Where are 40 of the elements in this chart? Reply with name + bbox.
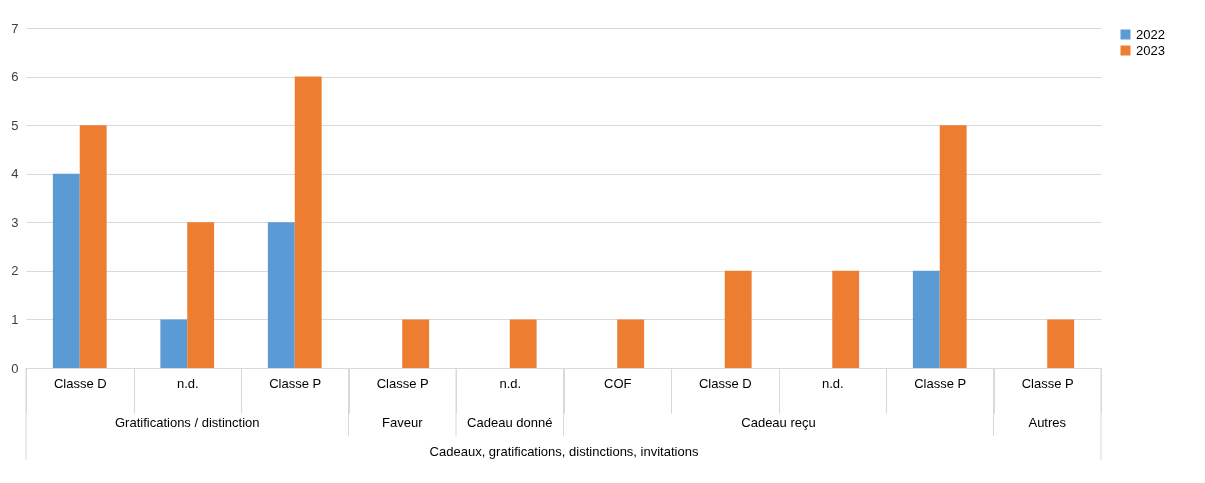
bar — [509, 319, 537, 368]
bar — [79, 125, 107, 368]
bar — [160, 319, 188, 368]
x-tick-label: Classe P — [914, 375, 967, 391]
y-tick-label: 4 — [11, 166, 19, 182]
bar — [724, 270, 752, 368]
x-tick-label: n.d. — [499, 375, 522, 391]
y-tick-label: 0 — [11, 360, 19, 376]
y-tick-label: 6 — [11, 69, 19, 85]
text: Gratifications / distinction — [114, 415, 260, 430]
x-tick-label: Classe D — [53, 375, 107, 391]
y-tick-label: 7 — [11, 20, 19, 36]
bar — [939, 125, 967, 368]
x-axis-title: Cadeaux, gratifications, distinctions, invitations — [429, 444, 699, 459]
y-tick-label: 5 — [11, 117, 19, 133]
y-tick-label: 2 — [11, 263, 19, 279]
x-tick-label: Classe D — [698, 375, 752, 391]
bar — [294, 76, 322, 368]
x-tick-label: Classe P — [376, 375, 429, 391]
bar — [1047, 319, 1075, 368]
x-tick-label: n.d. — [176, 375, 199, 391]
bar — [52, 173, 80, 368]
text: Autres — [1028, 415, 1067, 430]
x-tick-label: Classe P — [1021, 375, 1074, 391]
bar — [402, 319, 430, 368]
bar — [912, 270, 940, 368]
y-tick-label: 3 — [11, 214, 19, 230]
text: Cadeau donné — [467, 415, 553, 430]
bar — [187, 222, 215, 368]
x-tick-label: n.d. — [821, 375, 844, 391]
x-tick-label: Classe P — [269, 375, 322, 391]
text: Faveur — [382, 415, 424, 430]
bar — [832, 270, 860, 368]
y-tick-label: 1 — [11, 311, 19, 327]
legend-label: 2023 — [1136, 42, 1165, 58]
legend-label: 2022 — [1136, 26, 1165, 42]
bar — [267, 222, 295, 368]
x-tick-label: COF — [604, 375, 632, 391]
bar — [617, 319, 645, 368]
text: Cadeau reçu — [741, 415, 816, 430]
